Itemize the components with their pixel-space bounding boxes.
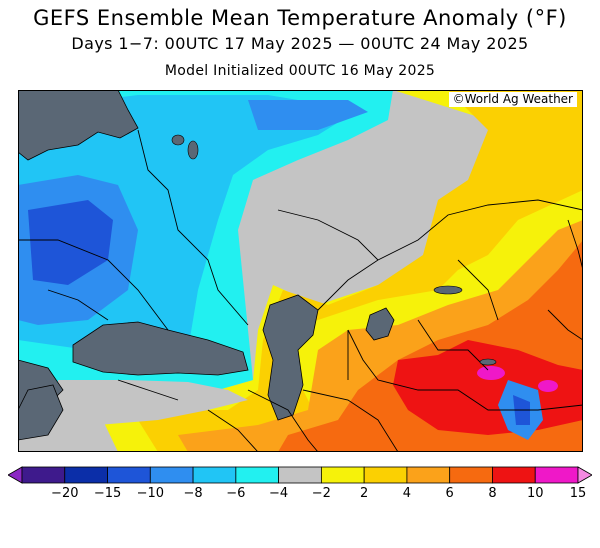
colorbar-tick-label: −4: [269, 486, 289, 501]
colorbar-tick-label: 6: [445, 486, 454, 501]
colorbar-tick-label: −6: [226, 486, 246, 501]
lake-balkhash: [433, 285, 463, 295]
map-frame: [18, 90, 583, 452]
map-subtitle: Days 1−7: 00UTC 17 May 2025 — 00UTC 24 M…: [71, 34, 529, 53]
colorbar-segment: [492, 466, 536, 484]
anomaly-map: ©World Ag Weather: [18, 90, 583, 452]
colorbar: [8, 466, 592, 484]
colorbar-tick-label: −2: [311, 486, 331, 501]
anomaly-zone-15-20-b: [538, 380, 558, 392]
credit-label: ©World Ag Weather: [448, 92, 577, 107]
lake-onega: [187, 140, 199, 160]
colorbar-tick-label: −15: [93, 486, 122, 501]
anomaly-zone-minus6-minus8-b: [248, 100, 368, 130]
lake-ladoga: [171, 134, 185, 146]
baltic-sea: [18, 90, 139, 161]
colorbar-segment: [320, 466, 365, 484]
colorbar-segment: [64, 466, 108, 484]
colorbar-segment: [235, 466, 280, 484]
colorbar-tick-label: −8: [183, 486, 203, 501]
colorbar-segment: [363, 466, 408, 484]
colorbar-tick-label: 10: [526, 486, 544, 501]
colorbar-tick-label: −20: [51, 486, 79, 501]
colorbar-segment: [192, 466, 237, 484]
anomaly-zone-15-20: [477, 366, 505, 380]
aegean-sea: [18, 384, 64, 441]
colorbar-segments: [8, 466, 592, 484]
colorbar-tick-label: −10: [136, 486, 165, 501]
caspian-sea: [262, 294, 319, 421]
colorbar-segment: [107, 466, 151, 484]
anomaly-zone-minus8-minus10: [28, 200, 113, 285]
colorbar-segment: [534, 466, 579, 484]
anomaly-map-canvas: [18, 90, 583, 452]
map-title: GEFS Ensemble Mean Temperature Anomaly (…: [33, 6, 567, 30]
black-sea: [72, 321, 249, 376]
colorbar-segment: [278, 466, 322, 484]
colorbar-tick-label: 2: [360, 486, 369, 501]
lake-issyk-kul: [479, 358, 497, 366]
anomaly-zone-4-6: [138, 90, 583, 452]
colorbar-extend-low: [8, 466, 23, 484]
model-init-label: Model Initialized 00UTC 16 May 2025: [164, 63, 436, 79]
colorbar-tick-label: 4: [402, 486, 412, 501]
colorbar-segment: [406, 466, 451, 484]
colorbar-segment: [149, 466, 194, 484]
aral-sea: [365, 307, 395, 341]
anomaly-zone-near-normal-south: [58, 380, 248, 425]
country-borders: [18, 129, 583, 452]
colorbar-extend-high: [577, 466, 592, 484]
colorbar-tick-label: 15: [569, 486, 587, 501]
colorbar-tick-label: 8: [488, 486, 497, 501]
colorbar-segment: [21, 466, 66, 484]
colorbar-segment: [449, 466, 493, 484]
